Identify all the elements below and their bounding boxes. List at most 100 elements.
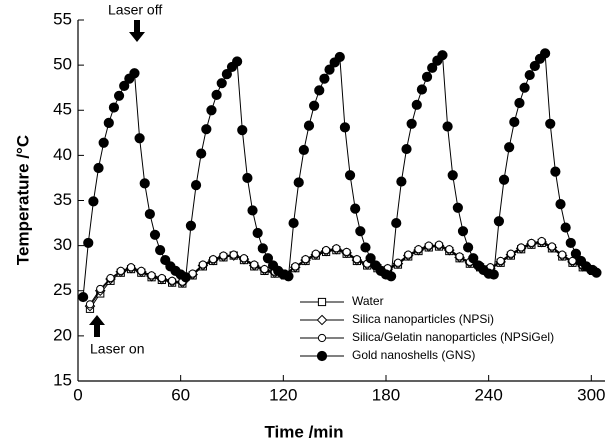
marker [301, 255, 310, 264]
marker [303, 120, 315, 131]
marker [139, 178, 150, 189]
legend-item: Silica/Gelatin nanoparticles (NPSiGel) [300, 330, 554, 344]
marker [386, 271, 397, 282]
marker [365, 253, 376, 264]
marker [293, 177, 304, 188]
marker [537, 237, 546, 246]
marker [129, 68, 140, 79]
marker [78, 291, 89, 303]
marker [498, 174, 510, 185]
legend-marker [317, 297, 327, 307]
marker [342, 247, 351, 257]
marker [524, 69, 535, 81]
marker [149, 229, 161, 240]
marker [324, 64, 335, 75]
marker [468, 253, 479, 264]
marker [180, 272, 191, 283]
marker [88, 196, 99, 207]
marker [414, 245, 423, 254]
marker [339, 122, 351, 133]
marker [416, 84, 428, 95]
x-tick-label: 240 [474, 385, 502, 404]
marker [185, 220, 197, 231]
legend-item: Gold nanoshells (GNS) [300, 348, 475, 362]
annotation: Laser on [90, 341, 144, 357]
marker [445, 245, 454, 254]
marker [455, 252, 464, 261]
y-tick-label: 55 [53, 9, 72, 28]
arrow-up [89, 315, 105, 337]
marker [545, 118, 556, 129]
x-tick-label: 120 [269, 385, 297, 404]
marker [406, 118, 417, 129]
marker [209, 255, 218, 264]
marker [85, 300, 95, 309]
marker [155, 245, 166, 256]
marker [350, 203, 361, 214]
marker [311, 249, 320, 258]
marker [144, 208, 155, 220]
marker [411, 99, 422, 110]
marker [126, 263, 136, 272]
marker [229, 250, 238, 259]
marker [237, 125, 248, 136]
marker [393, 258, 403, 267]
marker [314, 85, 325, 96]
y-tick-label: 20 [53, 325, 72, 344]
legend-label: Gold nanoshells (GNS) [352, 348, 475, 362]
marker [93, 162, 104, 174]
x-tick-label: 60 [171, 385, 190, 404]
y-axis-label: Temperature /°C [13, 135, 32, 265]
marker [332, 244, 341, 253]
marker [396, 176, 407, 187]
marker [344, 170, 356, 181]
marker [298, 144, 309, 156]
marker [457, 226, 469, 237]
marker [504, 142, 515, 153]
y-tick-label: 30 [53, 235, 72, 254]
marker [427, 62, 438, 73]
y-tick-label: 25 [53, 280, 72, 299]
marker [424, 241, 433, 250]
marker [106, 274, 115, 283]
marker [103, 117, 114, 128]
x-tick-label: 0 [73, 385, 82, 404]
marker [322, 246, 331, 255]
marker [404, 250, 413, 259]
marker [527, 238, 536, 248]
marker [196, 148, 207, 159]
x-axis-label: Time /min [264, 422, 343, 441]
marker [560, 222, 571, 233]
marker [288, 217, 299, 229]
legend-label: Silica nanoparticles (NPSi) [352, 312, 494, 326]
marker [219, 251, 228, 260]
marker [96, 284, 105, 294]
marker [391, 217, 402, 229]
marker [550, 166, 561, 177]
marker [242, 172, 253, 184]
marker [355, 226, 366, 237]
marker [334, 51, 345, 63]
marker [211, 89, 222, 101]
legend-marker [316, 314, 328, 326]
marker [134, 133, 145, 144]
arrow-down [129, 20, 145, 42]
marker [434, 240, 444, 249]
marker [198, 260, 208, 269]
marker [517, 243, 526, 252]
marker [250, 260, 259, 269]
legend-marker [317, 333, 327, 343]
y-tick-label: 40 [53, 145, 72, 164]
legend-marker [316, 350, 328, 362]
legend-label: Silica/Gelatin nanoparticles (NPSiGel) [352, 330, 554, 344]
marker [519, 82, 530, 93]
annotation: Laser off [108, 2, 162, 18]
marker [119, 80, 130, 91]
marker [496, 256, 505, 266]
marker [437, 50, 448, 61]
marker [190, 180, 202, 191]
marker [555, 199, 566, 210]
marker [157, 274, 166, 283]
marker [421, 71, 433, 82]
legend-item: Silica nanoparticles (NPSi) [300, 312, 494, 326]
